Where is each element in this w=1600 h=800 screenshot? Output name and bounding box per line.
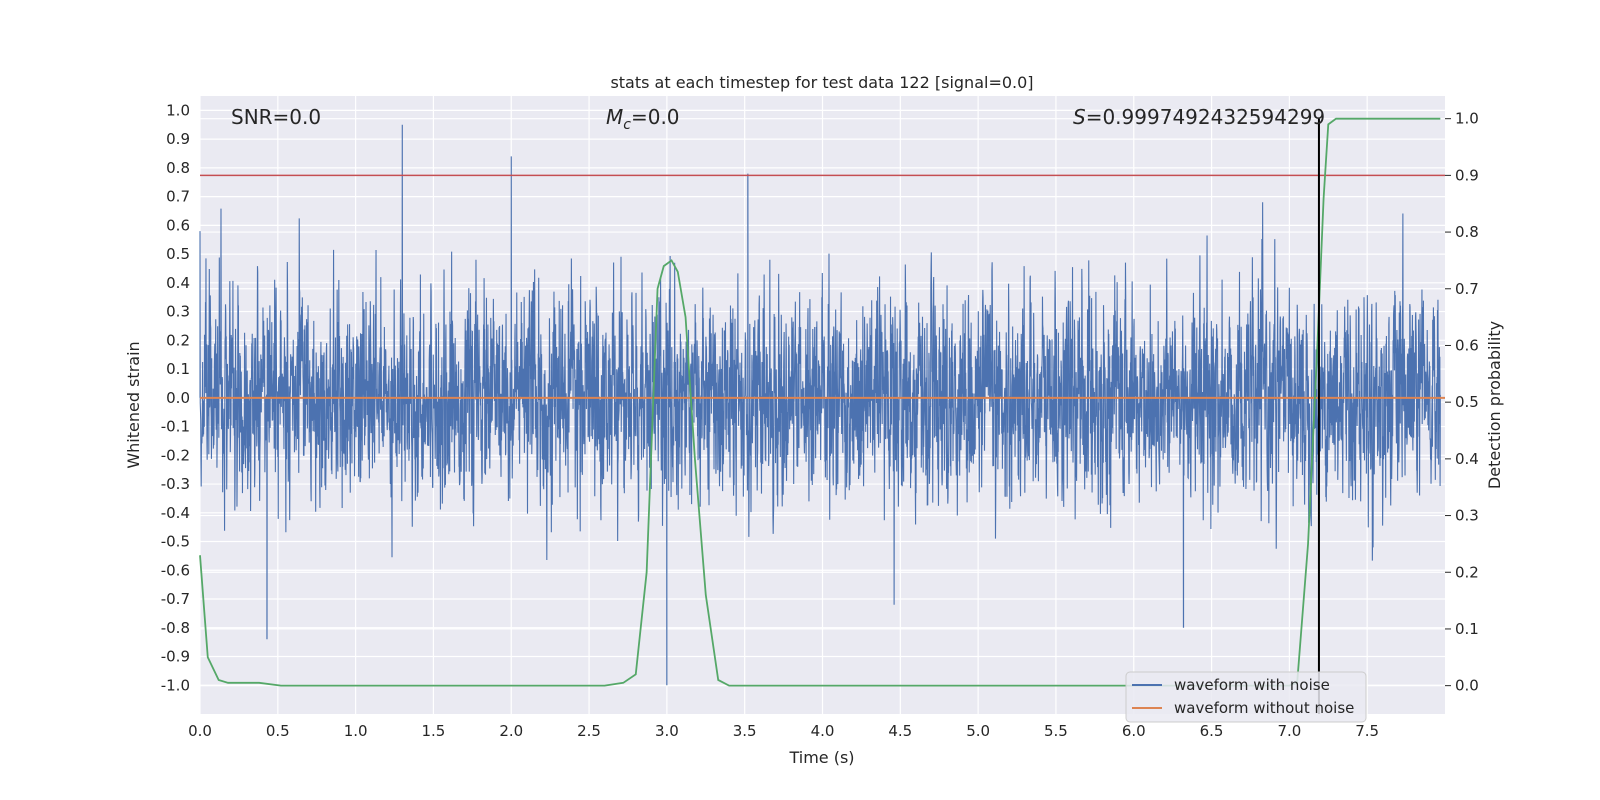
y-tick-label: -0.5	[161, 533, 190, 551]
y2-tick-label: 1.0	[1455, 110, 1479, 128]
x-tick-label: 3.5	[733, 722, 757, 740]
y-tick-label: 0.4	[166, 274, 190, 292]
annotation-mc-symbol: M	[606, 105, 623, 129]
y-tick-label: 0.9	[166, 130, 190, 148]
x-tick-label: 6.0	[1122, 722, 1146, 740]
y2-tick-label: 0.7	[1455, 280, 1479, 298]
y2-tick-label: 0.1	[1455, 620, 1479, 638]
x-tick-label: 1.0	[344, 722, 368, 740]
x-tick-label: 2.0	[499, 722, 523, 740]
y2-tick-label: 0.4	[1455, 450, 1479, 468]
waveform-with-noise-line	[199, 124, 1441, 686]
y2-tick-label: 0.6	[1455, 336, 1479, 354]
x-tick-label: 0.0	[188, 722, 212, 740]
y-tick-label: 0.2	[166, 331, 190, 349]
annotation-score: S=0.9997492432594299	[1073, 105, 1325, 129]
y-axis-label: Whitened strain	[124, 341, 143, 468]
annotation-snr: SNR=0.0	[231, 105, 321, 129]
y-tick-label: -0.2	[161, 446, 190, 464]
y-tick-label: -0.6	[161, 561, 190, 579]
x-tick-label: 1.5	[422, 722, 446, 740]
y-tick-label: -0.7	[161, 590, 190, 608]
y2-tick-label: 0.3	[1455, 507, 1479, 525]
x-axis-label: Time (s)	[788, 748, 854, 767]
y2-tick-label: 0.9	[1455, 166, 1479, 184]
chart-title: stats at each timestep for test data 122…	[610, 73, 1033, 92]
y-tick-label: 0.1	[166, 360, 190, 378]
x-tick-label: 0.5	[266, 722, 290, 740]
y2-ticks: 0.0 0.1 0.2 0.3 0.4 0.5 0.6 0.7 0.8 0.9 1.0	[1445, 110, 1479, 695]
x-tick-label: 7.0	[1277, 722, 1301, 740]
x-tick-label: 5.0	[966, 722, 990, 740]
y-tick-label: 0.7	[166, 188, 190, 206]
annotation-s-symbol: S	[1073, 105, 1086, 129]
y-tick-label: 0.0	[166, 389, 190, 407]
y-tick-label: 0.8	[166, 159, 190, 177]
legend-label-waveform-with-noise: waveform with noise	[1174, 676, 1330, 694]
legend-box	[1125, 671, 1367, 723]
x-tick-label: 4.0	[811, 722, 835, 740]
x-tick-label: 5.5	[1044, 722, 1068, 740]
annotation-s-value: =0.9997492432594299	[1086, 105, 1325, 129]
y-tick-label: 0.5	[166, 245, 190, 263]
annotation-mc-subscript: c	[623, 117, 631, 133]
x-tick-label: 2.5	[577, 722, 601, 740]
y2-tick-label: 0.5	[1455, 393, 1479, 411]
x-ticks: 0.0 0.5 1.0 1.5 2.0 2.5 3.0 3.5 4.0 4.5 5.0 5.5 6.0 6…	[188, 722, 1379, 740]
y-tick-label: -0.8	[161, 619, 190, 637]
x-tick-label: 3.0	[655, 722, 679, 740]
y-tick-label: -0.9	[161, 648, 190, 666]
legend: waveform with noise waveform without noi…	[1125, 671, 1367, 723]
y2-tick-label: 0.8	[1455, 223, 1479, 241]
y2-tick-label: 0.2	[1455, 563, 1479, 581]
x-tick-label: 7.5	[1355, 722, 1379, 740]
y-tick-label: -0.4	[161, 504, 190, 522]
series-waveform-with-noise	[199, 124, 1441, 686]
annotation-mc-value: =0.0	[631, 105, 680, 129]
y2-axis-label: Detection probability	[1485, 321, 1504, 489]
legend-label-waveform-without-noise: waveform without noise	[1174, 699, 1354, 717]
y-tick-label: 0.3	[166, 303, 190, 321]
y-tick-label: -1.0	[161, 676, 190, 694]
y-tick-label: -0.3	[161, 475, 190, 493]
x-tick-label: 4.5	[888, 722, 912, 740]
y-tick-label: 0.6	[166, 216, 190, 234]
y-ticks: -1.0 -0.9 -0.8 -0.7 -0.6 -0.5 -0.4 -0.3 -0.2 -0.1…	[161, 101, 190, 694]
annotation-chirp-mass: Mc=0.0	[606, 105, 680, 133]
y-tick-label: -0.1	[161, 418, 190, 436]
y-tick-label: 1.0	[166, 101, 190, 119]
x-tick-label: 6.5	[1200, 722, 1224, 740]
y2-tick-label: 0.0	[1455, 677, 1479, 695]
